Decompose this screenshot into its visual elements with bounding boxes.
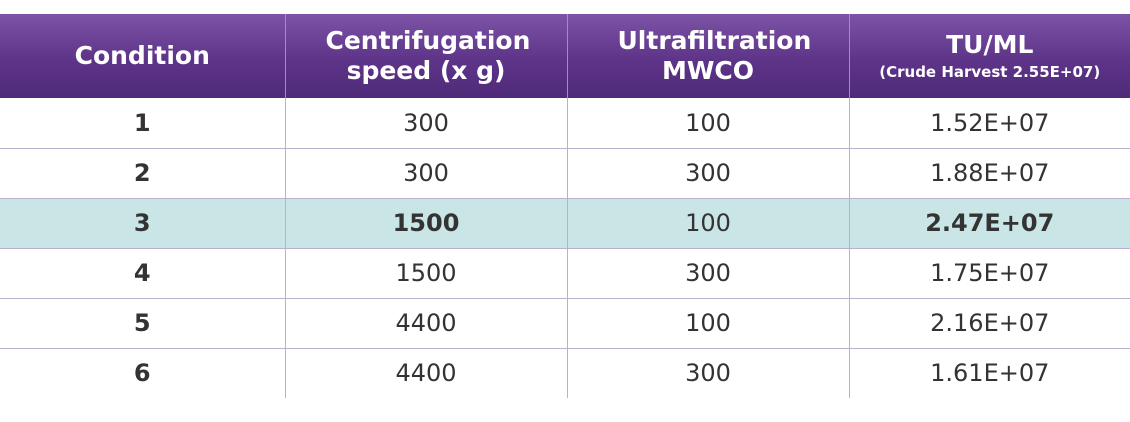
cell-tu: 1.88E+07 — [849, 148, 1130, 199]
header-condition-label: Condition — [74, 41, 210, 70]
table-row: 2 300 300 1.88E+07 — [0, 148, 1130, 199]
cell-speed: 4400 — [285, 298, 568, 349]
header-centrifugation-speed: Centrifugation speed (x g) — [285, 14, 568, 98]
table-row-highlighted: 3 1500 100 2.47E+07 — [0, 198, 1130, 249]
cell-condition: 1 — [0, 98, 286, 149]
header-tu-ml-sublabel: (Crude Harvest 2.55E+07) — [879, 63, 1101, 81]
cell-speed: 300 — [285, 148, 568, 199]
cell-mwco: 300 — [567, 348, 850, 398]
cell-speed: 1500 — [285, 198, 568, 249]
table-header: Condition Centrifugation speed (x g) Ult… — [0, 14, 1130, 98]
cell-condition: 6 — [0, 348, 286, 398]
table-row: 4 1500 300 1.75E+07 — [0, 248, 1130, 299]
header-tu-ml: TU/ML (Crude Harvest 2.55E+07) — [849, 14, 1130, 98]
header-ultrafiltration-mwco-label: Ultrafiltration MWCO — [617, 26, 812, 85]
cell-condition: 5 — [0, 298, 286, 349]
cell-mwco: 100 — [567, 298, 850, 349]
header-condition: Condition — [0, 14, 286, 98]
cell-speed: 300 — [285, 98, 568, 149]
cell-condition: 3 — [0, 198, 286, 249]
header-centrifugation-speed-label: Centrifugation speed (x g) — [325, 26, 531, 85]
cell-mwco: 100 — [567, 198, 850, 249]
cell-tu: 1.61E+07 — [930, 359, 1050, 388]
results-table: Condition Centrifugation speed (x g) Ult… — [0, 14, 1130, 398]
table-row: 6 4400 300 1.61E+07 — [0, 348, 1130, 398]
cell-speed: 4400 — [285, 348, 568, 398]
cell-condition: 2 — [0, 148, 286, 199]
cell-mwco: 300 — [567, 248, 850, 299]
cell-tu: 1.52E+07 — [849, 98, 1130, 149]
results-table-container: Condition Centrifugation speed (x g) Ult… — [0, 14, 1130, 398]
table-body: 1 300 100 1.52E+07 2 300 300 1.88E+07 3 … — [0, 98, 1130, 398]
header-row: Condition Centrifugation speed (x g) Ult… — [0, 14, 1130, 98]
cell-mwco: 100 — [567, 98, 850, 149]
header-ultrafiltration-mwco: Ultrafiltration MWCO — [567, 14, 850, 98]
header-tu-ml-label: TU/ML — [946, 30, 1034, 59]
cell-tu: 1.75E+07 — [849, 248, 1130, 299]
cell-speed: 1500 — [285, 248, 568, 299]
cell-condition: 4 — [0, 248, 286, 299]
cell-tu: 2.47E+07 — [849, 198, 1130, 249]
table-row: 5 4400 100 2.16E+07 — [0, 298, 1130, 349]
cell-mwco: 300 — [567, 148, 850, 199]
cell-tu: 2.16E+07 — [849, 298, 1130, 349]
table-row: 1 300 100 1.52E+07 — [0, 98, 1130, 149]
